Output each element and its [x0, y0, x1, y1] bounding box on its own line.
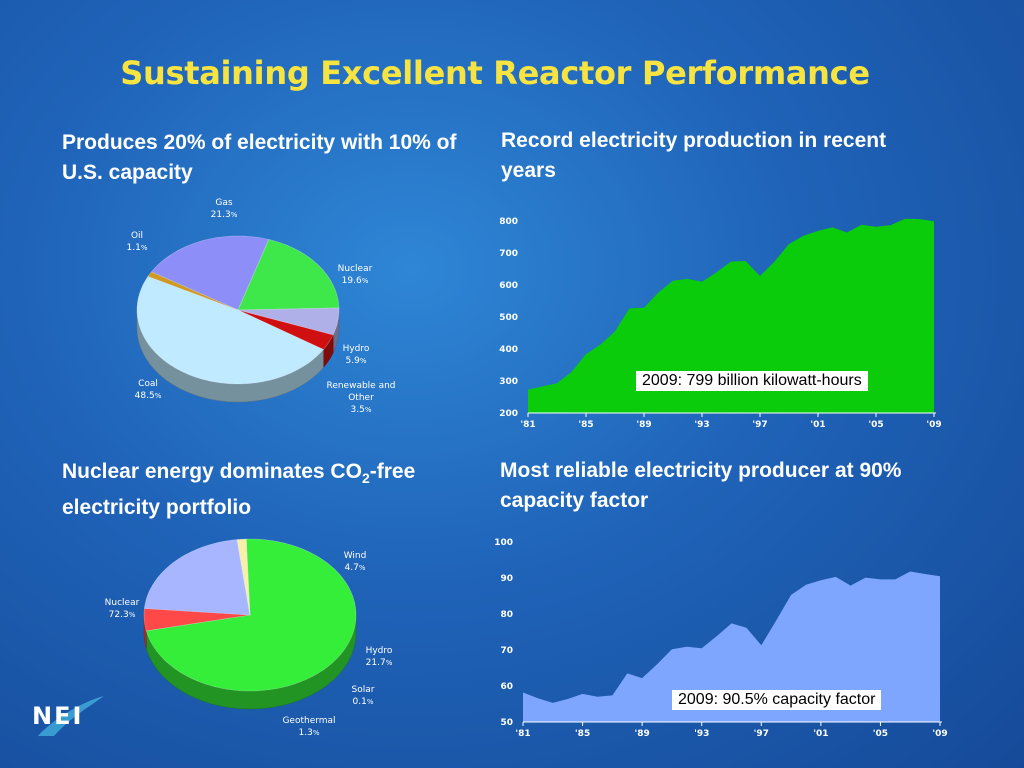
nei-logo: NEI [32, 696, 104, 736]
heading-co2-subscript: 2 [361, 470, 370, 487]
electricity-production-x-tick-1: '85 [578, 420, 593, 430]
co2-free-portfolio-slice-solar [236, 539, 251, 616]
electricity-production-x-tick-3: '93 [694, 420, 709, 430]
electricity-production-x-tick-2: '89 [636, 420, 651, 430]
capacity-factor-x-tick-6: '05 [873, 729, 888, 739]
electricity-production-y-tick-300: 300 [499, 377, 518, 387]
co2-free-portfolio-label-nuclear: Nuclear [105, 598, 140, 608]
capacity-factor-y-tick-60: 60 [500, 682, 513, 692]
electricity-production-x-tick-0: '81 [520, 420, 535, 430]
capacity-annotation: 2009: 90.5% capacity factor [672, 690, 882, 710]
electricity-production-x-tick-6: '05 [868, 420, 883, 430]
electricity-production-chart: 200 300 400 500 600 700 800 '81 '85 '89 '93 '97 '01 '… [499, 217, 941, 430]
generation-mix-slice-gas [150, 235, 270, 311]
capacity-factor-x-tick-7: '09 [932, 729, 947, 739]
heading-co2-free-text: Nuclear energy dominates CO [62, 460, 362, 483]
generation-mix-slice-renewable-and-other [237, 309, 334, 350]
heading-co2-free: Nuclear energy dominates CO2-free electr… [62, 457, 462, 523]
capacity-factor-y-tick-50: 50 [500, 718, 513, 728]
generation-mix-slice-coal [136, 276, 324, 385]
heading-capacity-factor: Most reliable electricity producer at 90… [500, 459, 902, 512]
generation-mix-label-coal: Coal [138, 379, 158, 389]
electricity-production-y-tick-800: 800 [499, 217, 518, 227]
generation-mix-label-nuclear: Nuclear [338, 264, 373, 274]
electricity-production-y-tick-500: 500 [499, 313, 518, 323]
heading-generation-mix: Produces 20% of electricity with 10% of … [62, 131, 457, 184]
capacity-factor-chart: 50 60 70 80 90 100 '81 '85 '89 '93 '97 '01 '05 '09 [494, 538, 947, 739]
co2-free-portfolio-pie: Wind 4.7% Nuclear 72.3% Hydro 21.7% Solar 0.1% G… [105, 538, 393, 738]
capacity-factor-x-tick-1: '85 [575, 729, 590, 739]
co2-free-portfolio-label-geothermal: Geothermal [282, 716, 335, 726]
generation-mix-value-renewable-and-other: 3.5% [351, 405, 372, 415]
co2-free-portfolio-value-wind: 4.7% [345, 563, 366, 573]
heading-record-production: Record electricity production in recent … [501, 129, 887, 182]
generation-mix-slice-oil [147, 271, 239, 311]
capacity-factor-y-tick-100: 100 [494, 538, 513, 548]
generation-mix-label-hydro: Hydro [343, 344, 370, 354]
nei-logo-swoosh [38, 696, 104, 736]
co2-free-portfolio-slice-nuclear [145, 538, 357, 692]
co2-free-portfolio-side-wind [143, 615, 147, 649]
generation-mix-label-renewable-and-other: Other [348, 393, 374, 403]
electricity-production-y-tick-400: 400 [499, 345, 518, 355]
heading-co2-free-text-2: -free electricity portfolio [62, 460, 416, 520]
capacity-factor-x-tick-2: '89 [635, 729, 650, 739]
co2-free-portfolio-value-solar: 0.1% [353, 697, 374, 707]
generation-mix-value-gas: 21.3% [211, 210, 238, 220]
generation-mix-slice-hydro [237, 307, 340, 336]
electricity-production-y-tick-600: 600 [499, 281, 518, 291]
capacity-factor-y-tick-90: 90 [500, 574, 513, 584]
capacity-factor-y-tick-70: 70 [500, 646, 513, 656]
capacity-factor-x-tick-0: '81 [515, 729, 530, 739]
co2-free-portfolio-value-hydro: 21.7% [366, 658, 393, 668]
co2-free-portfolio-slice-geothermal [237, 538, 251, 616]
slide-title: Sustaining Excellent Reactor Performance [120, 54, 870, 92]
nei-logo-text: NEI [32, 702, 83, 730]
generation-mix-slice-nuclear [237, 239, 340, 311]
generation-mix-label-renewable-and-other: Renewable and [326, 381, 395, 391]
electricity-production-x-tick-7: '09 [926, 420, 941, 430]
generation-mix-value-nuclear: 19.6% [342, 276, 369, 286]
electricity-production-x-tick-5: '01 [810, 420, 825, 430]
generation-mix-pie: Gas 21.3% Oil 1.1% Nuclear 19.6% Hydro 5.9% Rene… [127, 198, 396, 415]
capacity-factor-x-tick-3: '93 [694, 729, 709, 739]
capacity-factor-x-tick-4: '97 [754, 729, 769, 739]
capacity-factor-x-tick-5: '01 [813, 729, 828, 739]
generation-mix-label-oil: Oil [131, 231, 143, 241]
electricity-production-y-tick-200: 200 [499, 409, 518, 419]
co2-free-portfolio-value-nuclear: 72.3% [109, 610, 136, 620]
co2-free-portfolio-slice-hydro [144, 539, 251, 616]
production-annotation: 2009: 799 billion kilowatt-hours [636, 371, 868, 391]
capacity-factor-area [523, 571, 940, 722]
co2-free-portfolio-slice-wind [143, 608, 251, 632]
co2-free-portfolio-value-geothermal: 1.3% [299, 728, 320, 738]
co2-free-portfolio-label-wind: Wind [344, 551, 367, 561]
capacity-factor-y-tick-80: 80 [500, 610, 513, 620]
electricity-production-area [528, 218, 934, 413]
generation-mix-value-hydro: 5.9% [346, 356, 367, 366]
generation-mix-value-coal: 48.5% [135, 391, 162, 401]
generation-mix-value-oil: 1.1% [127, 243, 148, 253]
co2-free-portfolio-label-solar: Solar [352, 685, 375, 695]
electricity-production-y-tick-700: 700 [499, 249, 518, 259]
generation-mix-label-gas: Gas [215, 198, 232, 208]
electricity-production-x-tick-4: '97 [752, 420, 767, 430]
co2-free-portfolio-label-hydro: Hydro [366, 646, 393, 656]
